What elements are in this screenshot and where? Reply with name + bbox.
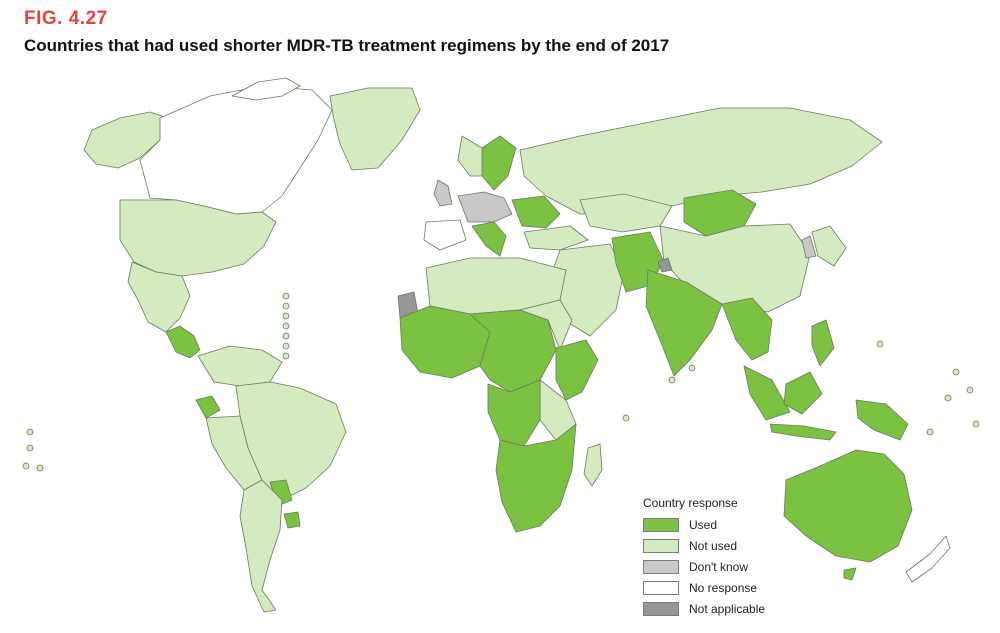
region-malaysia-indonesia [743,365,791,421]
region-arctic-islands [231,77,301,101]
region-tasmania [843,567,857,581]
region-borneo [783,371,823,415]
legend-swatch-not-used [643,538,679,553]
island-markers [22,292,980,472]
region-greenland [329,87,421,171]
region-southern-africa [495,423,577,533]
region-horn-of-africa [555,339,599,401]
region-southeast-asia [721,297,773,361]
legend-swatch-not-applicable [643,601,679,616]
legend-label-not-used: Not used [689,538,738,553]
region-north-europe [457,135,483,177]
region-congo [487,379,541,447]
region-uruguay [283,511,301,529]
region-iberia [423,219,467,251]
figure-title: Countries that had used shorter MDR-TB t… [24,36,670,55]
region-argentina-chile [239,479,283,613]
legend-item-dont-know: Don't know [643,556,813,577]
region-alaska [83,111,169,169]
region-uk [433,179,453,207]
map-legend: Country response Used Not used Don't kno… [643,496,813,619]
legend-label-used: Used [689,517,718,532]
legend-label-not-applicable: Not applicable [689,601,766,616]
legend-item-not-applicable: Not applicable [643,598,813,619]
legend-item-not-used: Not used [643,535,813,556]
region-mexico [127,261,191,333]
legend-item-used: Used [643,514,813,535]
region-korea-japan [811,225,847,267]
region-eastern-europe [511,195,561,229]
region-madagascar [583,443,603,487]
legend-swatch-no-response [643,580,679,595]
region-java-timor [769,423,837,441]
legend-label-no-response: No response [689,580,758,595]
region-canada [139,85,333,215]
region-turkey-caucasus [523,225,589,251]
legend-title: Country response [643,496,738,510]
legend-item-no-response: No response [643,577,813,598]
region-australia [783,449,913,563]
region-russia [519,107,883,215]
region-usa [119,199,277,277]
region-western-europe [457,191,513,223]
region-philippines [811,319,835,367]
legend-label-dont-know: Don't know [689,559,748,574]
legend-swatch-used [643,517,679,532]
region-italy-balkans [471,221,507,257]
figure-label: FIG. 4.27 [24,8,108,29]
region-sudan [519,299,573,351]
region-new-zealand [905,535,951,583]
region-kashmir [657,257,673,273]
region-scandinavia [481,135,517,191]
region-papua [855,399,909,441]
region-india [645,269,723,377]
region-korea-gray [801,235,817,259]
region-central-america [165,325,201,359]
legend-swatch-dont-know [643,559,679,574]
region-ecuador [195,395,221,419]
region-colombia-venezuela [197,345,283,387]
